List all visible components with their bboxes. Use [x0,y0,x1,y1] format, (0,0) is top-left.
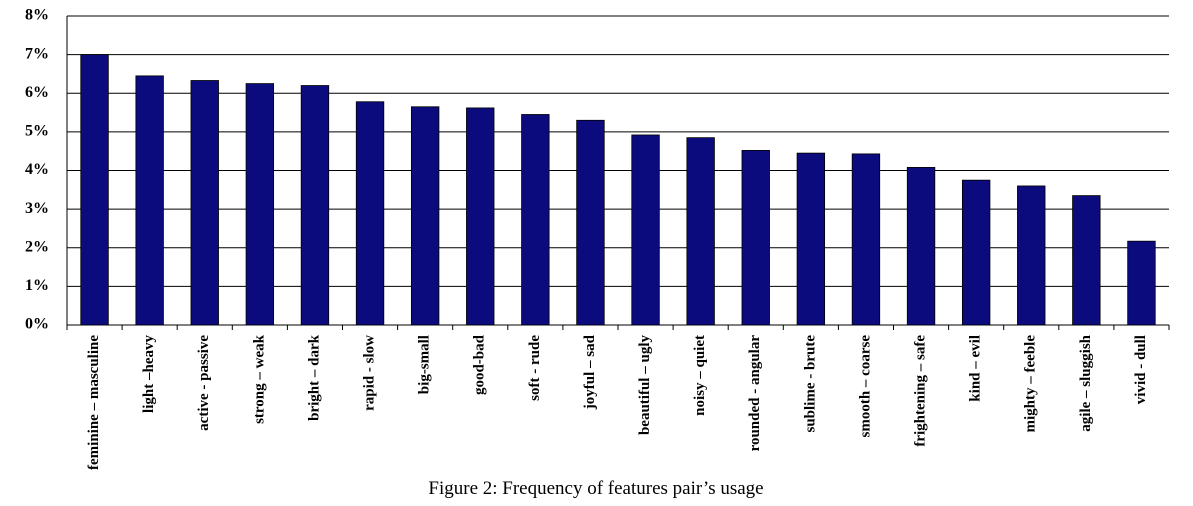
bar [686,137,715,326]
x-tick-label: good-bad [472,334,488,395]
bar [355,101,385,326]
bar [741,150,770,326]
bar [135,75,164,326]
bar [796,152,826,326]
bar [80,54,109,326]
y-tick-label: 4% [25,161,49,178]
y-tick-label: 2% [25,238,49,255]
bar [631,134,660,326]
y-tick-label: 1% [25,277,49,294]
x-tick-label: soft - rude [527,335,543,401]
bar [190,80,219,326]
y-tick-label: 6% [25,84,49,101]
bar [576,119,605,326]
bar [961,179,991,326]
x-tick-label: light –heavy [141,335,157,413]
x-tick-label: agile – sluggish [1078,334,1094,431]
bar [245,83,275,326]
bar [1072,195,1101,326]
x-tick-label: rapid - slow [361,335,377,411]
bar [521,114,550,326]
bar [1017,185,1046,326]
x-tick-label: vivid - dull [1133,335,1149,404]
x-tick-label: joyful – sad [582,334,598,410]
x-tick-label: big-small [417,335,433,394]
y-tick-label: 3% [25,200,49,217]
x-tick-label: smooth – coarse [857,335,873,438]
x-tick-label: active - passive [196,335,212,431]
bar [410,106,440,326]
x-tick-label: rounded - angular [747,335,763,452]
y-tick-label: 7% [25,45,49,62]
y-tick-label: 0% [25,316,49,333]
x-tick-label: strong – weak [251,334,267,424]
x-tick-label: noisy – quiet [692,335,708,416]
y-tick-label: 8% [25,7,49,24]
bar [906,167,936,326]
x-tick-label: feminine – masculine [86,335,102,470]
x-tick-label: beautiful – ugly [637,335,653,436]
bar [851,153,881,326]
x-tick-label: sublime - brute [802,335,818,433]
bar [1127,240,1156,326]
x-tick-label: mighty – feeble [1023,335,1039,433]
bar [300,85,330,326]
y-tick-label: 5% [25,123,49,140]
x-tick-label: kind – evil [968,335,984,402]
bar [466,107,495,326]
caption: Figure 2: Frequency of features pair’s u… [428,478,763,499]
x-tick-label: frightening – safe [912,335,928,447]
x-tick-label: bright – dark [306,334,322,421]
